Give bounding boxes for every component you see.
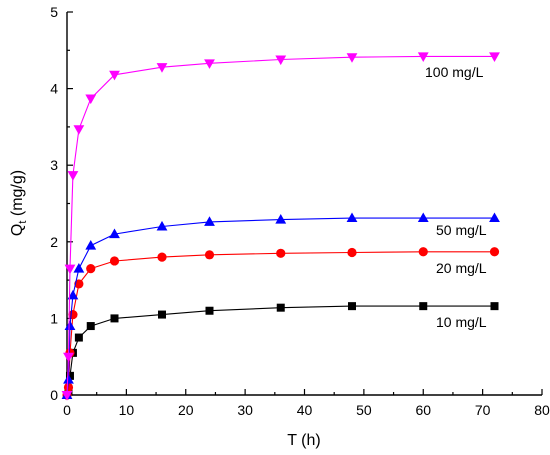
data-point — [73, 263, 85, 273]
data-point — [276, 303, 285, 312]
data-point — [489, 52, 500, 63]
data-point — [489, 247, 500, 257]
data-point — [63, 352, 74, 363]
x-tick-label: 70 — [475, 402, 491, 418]
data-point — [157, 252, 167, 262]
x-tick-label: 80 — [534, 402, 550, 418]
data-point — [156, 220, 168, 231]
data-point — [86, 264, 96, 274]
x-tick-label: 10 — [119, 402, 135, 418]
data-point — [67, 289, 79, 300]
data-point — [63, 374, 74, 384]
series-line — [66, 251, 495, 396]
y-tick-label: 3 — [50, 157, 58, 173]
data-point — [346, 53, 358, 63]
data-point — [417, 212, 429, 223]
data-point — [85, 240, 97, 250]
data-point — [158, 310, 166, 319]
y-tick-label: 0 — [50, 387, 58, 403]
data-point — [64, 264, 76, 275]
data-point — [276, 248, 286, 258]
y-tick-label: 2 — [50, 234, 58, 250]
data-point — [204, 59, 215, 69]
x-tick-label: 20 — [178, 402, 194, 418]
data-point — [156, 63, 168, 73]
data-point — [85, 94, 97, 105]
data-point — [110, 314, 119, 323]
data-point — [63, 382, 74, 392]
data-point — [109, 70, 120, 81]
x-tick-label: 0 — [63, 402, 71, 418]
data-point — [204, 216, 215, 226]
data-point — [275, 213, 287, 224]
data-point — [86, 322, 95, 331]
data-point — [204, 250, 215, 260]
y-tick-label: 1 — [50, 310, 58, 326]
data-point — [205, 306, 214, 315]
data-point — [74, 279, 84, 289]
series-labels: 10 mg/L 20 mg/L 50 mg/L 100 mg/L — [425, 64, 487, 330]
data-point — [67, 171, 79, 181]
data-point — [64, 320, 76, 331]
x-tick-label: 40 — [297, 402, 313, 418]
y-axis-title: Qt (mg/g) — [9, 170, 29, 236]
data-point — [74, 333, 83, 342]
axis-ticks: 0 10 20 30 40 50 60 70 80 0 1 2 3 4 5 — [50, 4, 550, 418]
data-point — [489, 212, 500, 223]
series-line — [66, 55, 495, 396]
series-line — [66, 305, 495, 396]
series-label: 10 mg/L — [436, 314, 487, 330]
data-point — [109, 256, 120, 266]
data-point — [490, 302, 499, 311]
data-point — [275, 55, 287, 66]
y-axis-title-units: (mg/g) — [9, 170, 26, 221]
x-tick-label: 30 — [237, 402, 253, 418]
x-axis-title: T (h) — [287, 432, 320, 449]
data-point — [419, 302, 428, 311]
data-point — [347, 247, 357, 258]
series-label: 50 mg/L — [436, 222, 487, 238]
data-point — [73, 125, 85, 135]
y-axis-title-main: Q — [9, 224, 26, 236]
data-point — [417, 52, 429, 63]
series-label: 20 mg/L — [436, 260, 487, 276]
data-point — [65, 371, 74, 380]
y-tick-label: 5 — [50, 4, 58, 20]
x-tick-label: 60 — [415, 402, 431, 418]
data-point — [61, 391, 73, 401]
data-point — [348, 302, 356, 311]
data-point — [109, 228, 120, 239]
y-tick-label: 4 — [50, 81, 58, 97]
data-point — [418, 247, 428, 257]
series-label: 100 mg/L — [425, 64, 484, 80]
series-layer — [61, 52, 500, 401]
x-tick-label: 50 — [356, 402, 372, 418]
y-axis-title-subscript: t — [17, 221, 29, 224]
data-point — [346, 212, 358, 223]
